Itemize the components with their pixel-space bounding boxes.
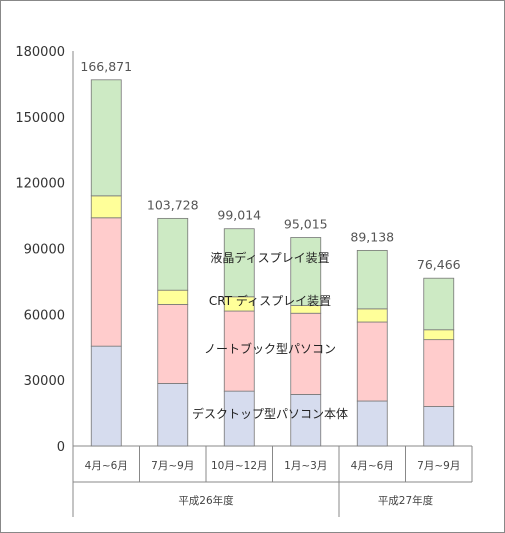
bar-segment (157, 304, 189, 384)
bar-segment (157, 217, 189, 291)
bar-total-label: 89,138 (350, 229, 394, 244)
x-category-label: 1月~3月 (284, 460, 327, 472)
fiscal-year-label: 平成26年度 (178, 494, 234, 507)
bar-segment (157, 289, 189, 305)
x-category-label: 4月~6月 (85, 460, 128, 472)
fiscal-year-label: 平成27年度 (378, 494, 434, 507)
y-tick-label: 120000 (15, 177, 65, 192)
bar-segment (423, 277, 455, 331)
bar-segment (223, 228, 255, 298)
bar-segment (356, 308, 388, 323)
bar-segment (423, 329, 455, 341)
x-category-label: 7月~9月 (151, 460, 194, 472)
bar-total-label: 103,728 (147, 197, 199, 212)
bar-total-label: 99,014 (217, 208, 261, 223)
bar-segment (423, 339, 455, 407)
bar-segment (223, 310, 255, 392)
bar-segment (290, 394, 322, 447)
y-tick-label: 30000 (24, 374, 65, 389)
series-label-desktop: デスクトップ型パソコン本体 (192, 406, 348, 421)
y-tick-label: 0 (57, 440, 65, 455)
series-label-notebook: ノートブック型パソコン (204, 341, 336, 356)
bar-segment (223, 390, 255, 447)
bar-segment (356, 249, 388, 310)
y-tick-label: 180000 (15, 45, 65, 60)
series-label-crt: CRT ディスプレイ装置 (209, 293, 331, 308)
y-tick-label: 90000 (24, 243, 65, 258)
bar-segment (290, 312, 322, 395)
bar-segment (90, 195, 122, 219)
bar-total-label: 76,466 (417, 257, 461, 272)
x-category-label: 10月~12月 (211, 460, 268, 472)
bar-total-label: 95,015 (284, 216, 328, 231)
y-tick-label: 60000 (24, 308, 65, 323)
bar-segment (356, 321, 388, 402)
bar-segment (157, 383, 189, 447)
bar-segment (90, 217, 122, 347)
bar-segment (290, 237, 322, 306)
bar-segment (423, 406, 455, 447)
series-label-lcd: 液晶ディスプレイ装置 (210, 250, 329, 265)
x-category-label: 4月~6月 (351, 460, 394, 472)
bar-total-label: 166,871 (80, 59, 132, 74)
bar-segment (90, 345, 122, 447)
x-category-label: 7月~9月 (417, 460, 460, 472)
bar-segment (90, 79, 122, 197)
y-tick-label: 150000 (15, 111, 65, 126)
bar-segment (356, 400, 388, 447)
